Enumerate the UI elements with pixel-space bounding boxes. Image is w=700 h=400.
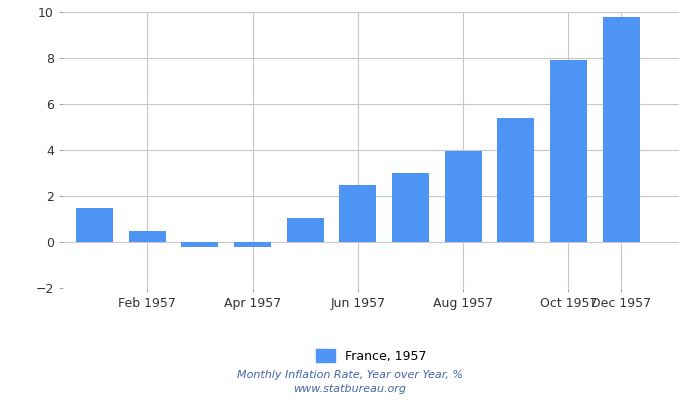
Bar — [129, 230, 166, 242]
Bar — [340, 184, 377, 242]
Bar — [392, 173, 429, 242]
Bar — [444, 151, 482, 242]
Bar — [603, 17, 640, 242]
Bar — [181, 242, 218, 246]
Bar — [287, 218, 323, 242]
Bar — [76, 208, 113, 242]
Legend: France, 1957: France, 1957 — [311, 344, 431, 368]
Text: Monthly Inflation Rate, Year over Year, %: Monthly Inflation Rate, Year over Year, … — [237, 370, 463, 380]
Text: www.statbureau.org: www.statbureau.org — [293, 384, 407, 394]
Bar — [550, 60, 587, 242]
Bar — [234, 242, 271, 246]
Bar — [498, 118, 534, 242]
